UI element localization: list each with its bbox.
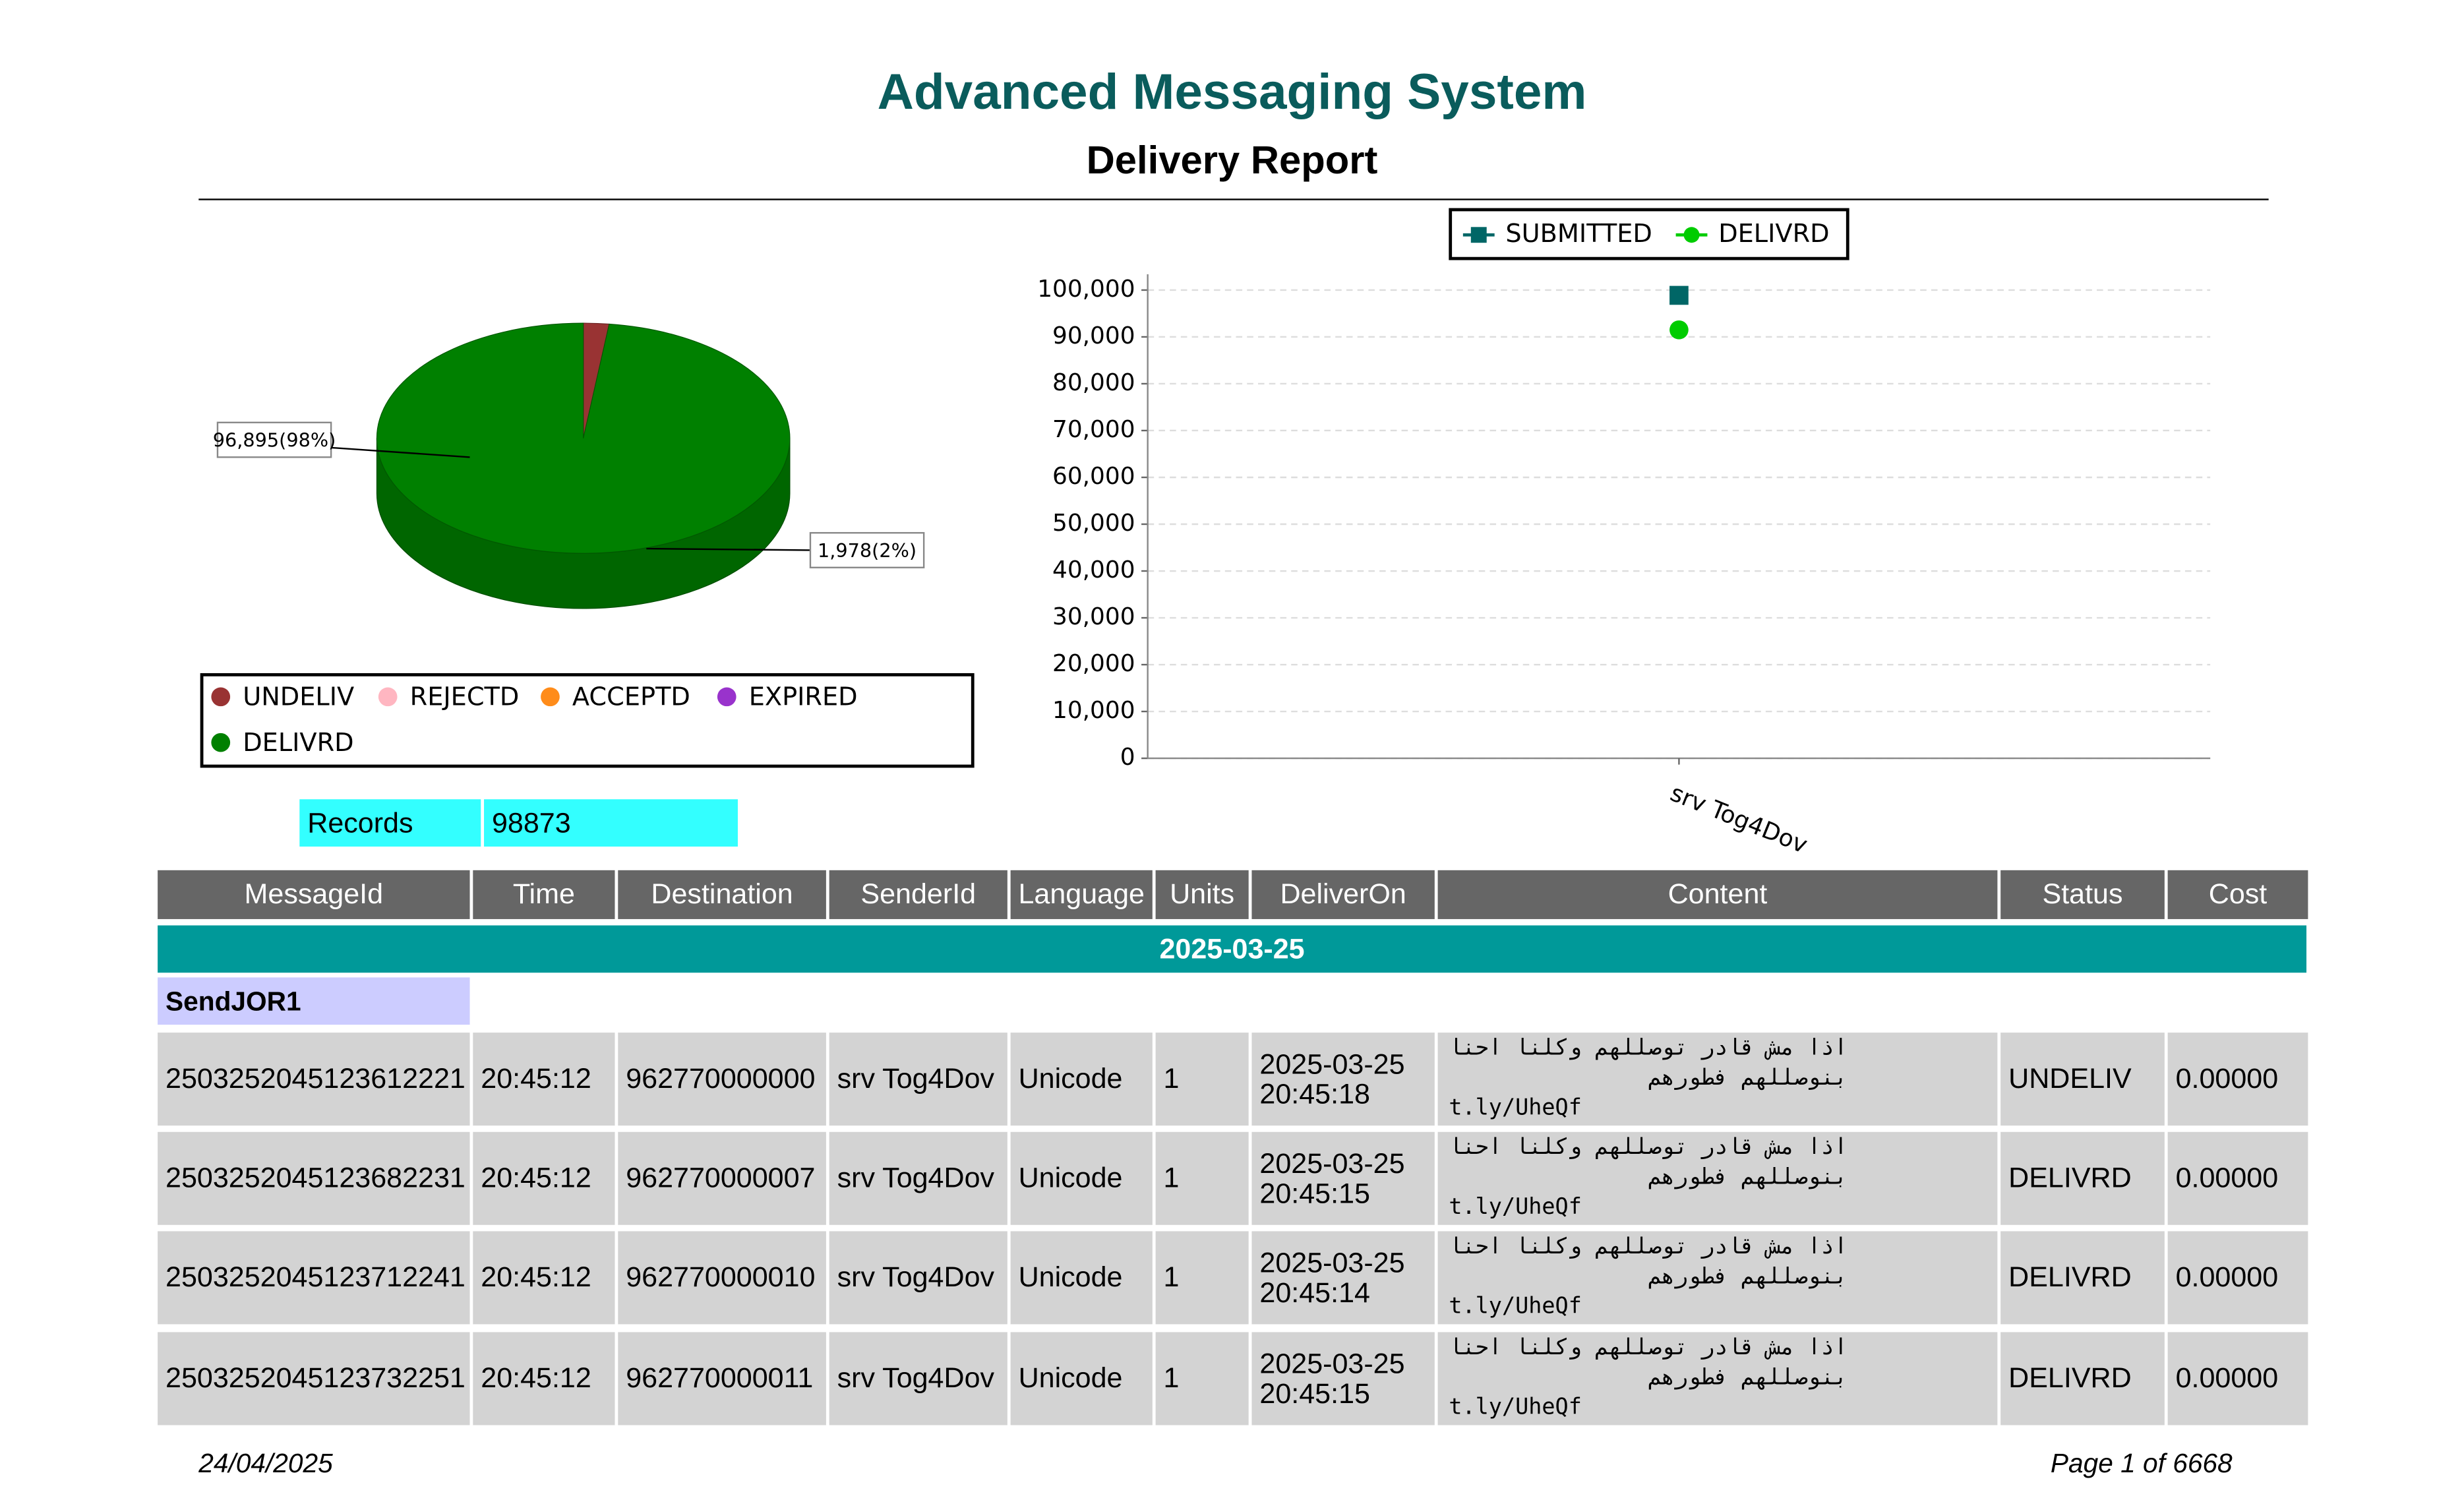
point bbox=[1669, 320, 1689, 340]
title: Advanced Messaging System bbox=[877, 63, 1587, 120]
column-header: Language bbox=[1010, 870, 1153, 919]
group-sender: SendJOR1 bbox=[158, 977, 470, 1025]
table-cell: 2503252045123612221 bbox=[158, 1033, 470, 1126]
legend-swatch bbox=[717, 687, 736, 707]
pie-label-box bbox=[809, 531, 925, 568]
y-tick-label: 100,000 bbox=[1037, 276, 1135, 303]
table-cell: 2025-03-25 20:45:18 bbox=[1251, 1033, 1435, 1126]
table-cell: 0.00000 bbox=[2167, 1231, 2308, 1325]
legend-label: ACCEPTD bbox=[572, 682, 690, 712]
table-cell: DELIVRD bbox=[2000, 1332, 2165, 1425]
legend-swatch bbox=[541, 687, 560, 707]
table-cell: srv Tog4Dov bbox=[829, 1131, 1007, 1225]
table-cell: DELIVRD bbox=[2000, 1131, 2165, 1225]
records-label: Records bbox=[299, 799, 481, 847]
y-tick-label: 40,000 bbox=[1052, 556, 1135, 584]
table-cell: 962770000010 bbox=[618, 1231, 826, 1325]
table-cell: Unicode bbox=[1010, 1131, 1153, 1225]
charts: 96,895(98%) 1,978(2%) UNDELIV REJECTD ACCEPT… bbox=[200, 208, 2211, 859]
y-tick-label: 30,000 bbox=[1052, 603, 1135, 630]
table-cell: 20:45:12 bbox=[473, 1033, 615, 1126]
table-cell: 1 bbox=[1155, 1231, 1249, 1325]
pie-slice bbox=[376, 322, 791, 554]
y-tick-label: 20,000 bbox=[1052, 650, 1135, 677]
pie-label-box bbox=[216, 421, 332, 458]
table-cell: Unicode bbox=[1010, 1332, 1153, 1425]
pie-label: 1,978(2%) bbox=[818, 539, 916, 562]
table-cell: Unicode bbox=[1010, 1231, 1153, 1325]
table-cell: 2025-03-25 20:45:15 bbox=[1251, 1131, 1435, 1225]
table-cell: 0.00000 bbox=[2167, 1033, 2308, 1126]
leader-line bbox=[646, 547, 810, 551]
divider bbox=[198, 198, 2269, 200]
legend-label: DELIVRD bbox=[243, 728, 353, 758]
table-cell: اذا مش قادر توصللهم وكلنا احنا بنوصللهم … bbox=[1437, 1131, 1998, 1225]
table-cell: اذا مش قادر توصللهم وكلنا احنا بنوصللهم … bbox=[1437, 1231, 1998, 1325]
column-header: Cost bbox=[2167, 870, 2308, 919]
column-header: Status bbox=[2000, 870, 2165, 919]
column-header: DeliverOn bbox=[1251, 870, 1435, 919]
y-tick-label: 60,000 bbox=[1052, 463, 1135, 490]
table-cell: 2503252045123732251 bbox=[158, 1332, 470, 1425]
legend-label: DELIVRD bbox=[1718, 219, 1829, 249]
subtitle: Delivery Report bbox=[1086, 138, 1378, 183]
legend-swatch bbox=[1470, 227, 1487, 243]
legend-label: EXPIRED bbox=[749, 682, 858, 712]
table-cell: 2025-03-25 20:45:15 bbox=[1251, 1332, 1435, 1425]
y-tick-label: 70,000 bbox=[1052, 416, 1135, 443]
footer-page: Page 1 of 6668 bbox=[2050, 1449, 2233, 1479]
table-cell: 2025-03-25 20:45:14 bbox=[1251, 1231, 1435, 1325]
table-cell: 2503252045123712241 bbox=[158, 1231, 470, 1325]
footer-date: 24/04/2025 bbox=[198, 1449, 333, 1479]
table-cell: srv Tog4Dov bbox=[829, 1033, 1007, 1126]
legend-swatch bbox=[211, 733, 231, 752]
column-header: Content bbox=[1437, 870, 1998, 919]
pie-label: 96,895(98%) bbox=[213, 429, 336, 451]
table-cell: DELIVRD bbox=[2000, 1231, 2165, 1325]
table-cell: Unicode bbox=[1010, 1033, 1153, 1126]
column-header: Units bbox=[1155, 870, 1249, 919]
column-header: Destination bbox=[618, 870, 826, 919]
records-value: 98873 bbox=[484, 799, 738, 847]
legend-label: REJECTD bbox=[410, 682, 520, 712]
table-cell: اذا مش قادر توصللهم وكلنا احنا بنوصللهم … bbox=[1437, 1033, 1998, 1126]
table-cell: 962770000011 bbox=[618, 1332, 826, 1425]
y-tick-label: 50,000 bbox=[1052, 510, 1135, 537]
table-cell: srv Tog4Dov bbox=[829, 1231, 1007, 1325]
table-cell: srv Tog4Dov bbox=[829, 1332, 1007, 1425]
y-tick-label: 80,000 bbox=[1052, 369, 1135, 396]
column-header: SenderId bbox=[829, 870, 1007, 919]
legend-label: UNDELIV bbox=[243, 682, 354, 712]
group-date: 2025-03-25 bbox=[158, 925, 2307, 973]
chart-legend-box bbox=[1449, 208, 1849, 260]
column-header: MessageId bbox=[158, 870, 470, 919]
table-cell: 20:45:12 bbox=[473, 1131, 615, 1225]
table-cell: UNDELIV bbox=[2000, 1033, 2165, 1126]
y-tick-label: 90,000 bbox=[1052, 322, 1135, 349]
table-cell: 1 bbox=[1155, 1131, 1249, 1225]
table-cell: 0.00000 bbox=[2167, 1131, 2308, 1225]
table-cell: 962770000007 bbox=[618, 1131, 826, 1225]
x-tick-label: srv Tog4Dov bbox=[1666, 779, 1811, 858]
table-cell: اذا مش قادر توصللهم وكلنا احنا بنوصللهم … bbox=[1437, 1332, 1998, 1425]
legend-label: SUBMITTED bbox=[1505, 219, 1652, 249]
legend-swatch bbox=[1683, 227, 1700, 243]
table-cell: 20:45:12 bbox=[473, 1332, 615, 1425]
y-tick-label: 0 bbox=[1120, 744, 1135, 771]
table-cell: 0.00000 bbox=[2167, 1332, 2308, 1425]
table-cell: 1 bbox=[1155, 1033, 1249, 1126]
column-header: Time bbox=[473, 870, 615, 919]
y-tick-label: 10,000 bbox=[1052, 697, 1135, 724]
table-cell: 1 bbox=[1155, 1332, 1249, 1425]
table-cell: 20:45:12 bbox=[473, 1231, 615, 1325]
legend-swatch bbox=[211, 687, 231, 707]
table-cell: 962770000000 bbox=[618, 1033, 826, 1126]
table-cell: 2503252045123682231 bbox=[158, 1131, 470, 1225]
pie-legend-box bbox=[200, 673, 975, 768]
legend-swatch bbox=[378, 687, 398, 707]
point bbox=[1669, 285, 1689, 305]
